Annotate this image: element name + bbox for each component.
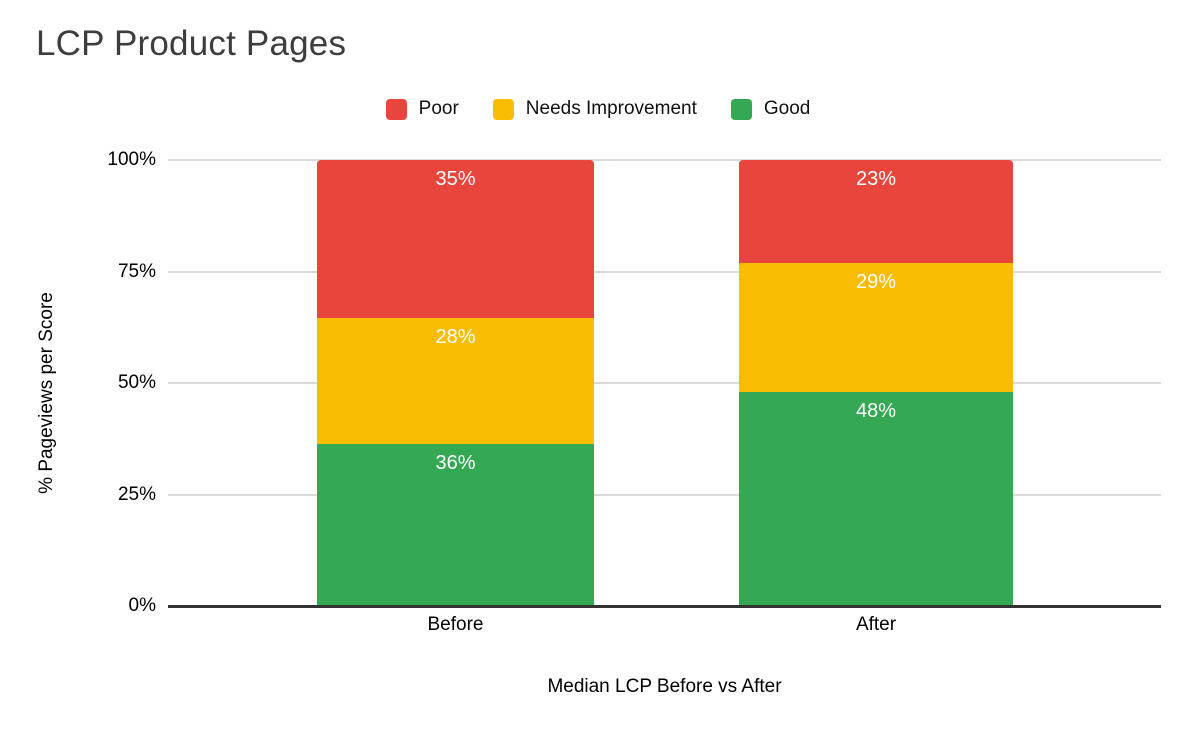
legend-swatch: [730, 98, 752, 120]
x-axis-labels: Before After: [168, 614, 1161, 638]
x-category-label: After: [855, 614, 897, 635]
chart-title: LCP Product Pages: [36, 24, 347, 63]
legend-swatch: [385, 98, 407, 120]
data-label: 23%: [855, 168, 897, 190]
segment-good-before: 36%: [317, 443, 594, 606]
segment-poor-after: 23%: [739, 160, 1013, 263]
y-axis-ticks: 0% 25% 50% 75% 100%: [0, 150, 156, 616]
legend-label: Poor: [418, 98, 459, 119]
data-label: 36%: [435, 451, 476, 474]
data-label: 29%: [855, 270, 897, 293]
data-label: 48%: [855, 399, 897, 422]
y-tick-label: 0%: [128, 595, 156, 616]
legend-item-needs-improvement: Needs Improvement: [492, 98, 697, 120]
x-axis-line: [168, 605, 1161, 608]
segment-needs-improvement-before: 28%: [317, 317, 594, 444]
segment-needs-improvement-after: 29%: [739, 262, 1013, 392]
bar-after: 23% 29% 48%: [739, 160, 1013, 606]
y-tick-label: 25%: [117, 483, 156, 505]
legend-item-good: Good: [730, 98, 811, 120]
y-tick-label: 50%: [117, 372, 156, 393]
x-category-label: Before: [427, 614, 484, 635]
data-label: 35%: [435, 168, 476, 190]
legend-label: Needs Improvement: [525, 98, 697, 119]
y-tick-label: 100%: [107, 149, 156, 170]
plot-area: 35% 28% 36% 23% 29% 48%: [168, 159, 1161, 608]
segment-good-after: 48%: [739, 391, 1013, 606]
legend: Poor Needs Improvement Good: [0, 98, 1196, 120]
data-label: 28%: [435, 325, 476, 348]
gridline: [168, 382, 1161, 384]
bar-before: 35% 28% 36%: [317, 160, 594, 606]
legend-item-poor: Poor: [385, 98, 459, 120]
gridline: [168, 159, 1161, 161]
legend-swatch: [492, 98, 514, 120]
gridline: [168, 270, 1161, 273]
y-tick-label: 75%: [117, 260, 156, 282]
legend-label: Good: [763, 98, 811, 119]
gridline: [168, 493, 1161, 496]
segment-poor-before: 35%: [317, 160, 594, 318]
x-axis-title: Median LCP Before vs After: [547, 676, 782, 697]
